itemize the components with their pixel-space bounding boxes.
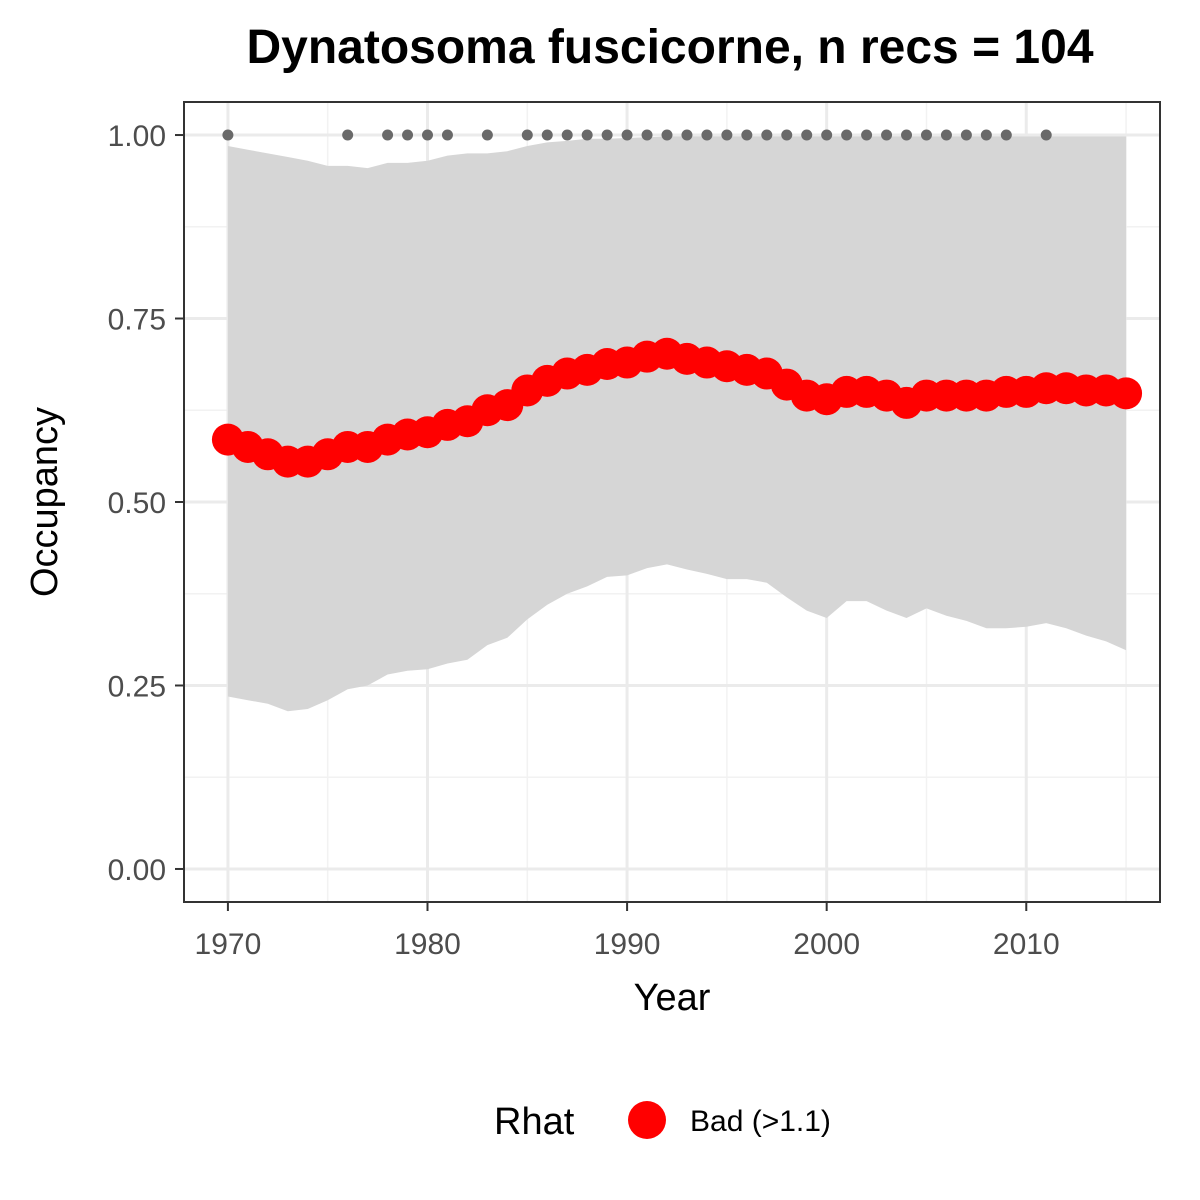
- x-tick-label: 1990: [594, 928, 661, 961]
- record-point: [940, 129, 952, 141]
- y-tick-label: 0.25: [108, 670, 166, 703]
- record-point: [801, 129, 813, 141]
- record-point: [661, 129, 673, 141]
- record-point: [920, 129, 932, 141]
- record-point: [901, 129, 913, 141]
- legend-key-bad: [628, 1101, 666, 1139]
- record-point: [861, 129, 873, 141]
- record-point: [701, 129, 713, 141]
- y-axis-title: Occupancy: [24, 407, 66, 597]
- x-axis: 1970 1980 1990 2000 2010: [195, 902, 1060, 961]
- record-point: [342, 129, 354, 141]
- record-point: [1040, 129, 1052, 141]
- record-point: [781, 129, 793, 141]
- record-point: [601, 129, 613, 141]
- y-axis: 0.00 0.25 0.50 0.75 1.00: [108, 120, 184, 887]
- record-point: [481, 129, 493, 141]
- chart-title: Dynatosoma fuscicorne, n recs = 104: [246, 21, 1093, 74]
- record-point: [960, 129, 972, 141]
- y-tick-label: 0.00: [108, 854, 166, 887]
- y-tick-label: 0.75: [108, 304, 166, 337]
- record-point: [741, 129, 753, 141]
- record-point: [641, 129, 653, 141]
- occupancy-point: [1110, 377, 1143, 410]
- record-point: [441, 129, 453, 141]
- record-point: [681, 129, 693, 141]
- record-point: [821, 129, 833, 141]
- record-point: [222, 129, 234, 141]
- x-tick-label: 2000: [793, 928, 860, 961]
- record-point: [581, 129, 593, 141]
- record-point: [561, 129, 573, 141]
- record-point: [541, 129, 553, 141]
- x-axis-title: Year: [634, 977, 711, 1019]
- legend-title: Rhat: [494, 1101, 575, 1143]
- x-tick-label: 2010: [993, 928, 1060, 961]
- record-point: [980, 129, 992, 141]
- record-point: [721, 129, 733, 141]
- credible-interval-ribbon: [227, 136, 1127, 712]
- record-point: [841, 129, 853, 141]
- record-point: [521, 129, 533, 141]
- y-tick-label: 0.50: [108, 487, 166, 520]
- record-point: [402, 129, 414, 141]
- legend-label-bad: Bad (>1.1): [690, 1105, 831, 1138]
- record-point: [761, 129, 773, 141]
- record-points: [222, 129, 1052, 141]
- x-tick-label: 1980: [394, 928, 461, 961]
- record-point: [422, 129, 434, 141]
- record-point: [881, 129, 893, 141]
- occupancy-points: [211, 337, 1143, 478]
- plot-area: [183, 101, 1161, 903]
- record-point: [1000, 129, 1012, 141]
- y-tick-label: 1.00: [108, 120, 166, 153]
- legend: Rhat Bad (>1.1): [494, 1101, 831, 1143]
- x-tick-label: 1970: [195, 928, 262, 961]
- record-point: [382, 129, 394, 141]
- record-point: [621, 129, 633, 141]
